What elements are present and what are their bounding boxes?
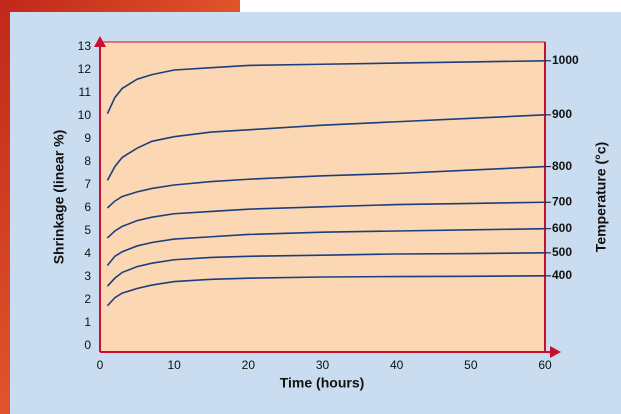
x-tick-label: 40: [390, 358, 404, 372]
y-tick-label: 8: [84, 154, 91, 168]
chart: Time (hours) Shrinkage (linear %) Temper…: [0, 0, 621, 414]
x-axis-title: Time (hours): [280, 375, 365, 391]
y-tick-label: 10: [78, 108, 92, 122]
y-tick-label: 5: [84, 223, 91, 237]
series-label: 900: [552, 107, 572, 121]
y-tick-label: 7: [84, 177, 91, 191]
series-label: 800: [552, 159, 572, 173]
series-label: 600: [552, 221, 572, 235]
y-tick-label: 13: [78, 39, 92, 53]
x-tick-label: 50: [464, 358, 478, 372]
series-label: 700: [552, 194, 572, 208]
x-tick-label: 0: [97, 358, 104, 372]
series-label: 400: [552, 268, 572, 282]
y-tick-label: 6: [84, 200, 91, 214]
y-tick-label: 11: [79, 85, 92, 99]
x-tick-label: 60: [538, 358, 552, 372]
x-tick-label: 10: [167, 358, 181, 372]
plot-area: [100, 42, 545, 352]
y-tick-label: 3: [84, 269, 91, 283]
series-label: 1000: [552, 53, 579, 67]
x-tick-label: 20: [242, 358, 256, 372]
y-tick-label: 0: [84, 338, 91, 352]
y-tick-label: 2: [84, 292, 91, 306]
y-tick-label: 4: [84, 246, 91, 260]
y2-axis-title: Temperature (°c): [593, 142, 609, 252]
series-label: 500: [552, 245, 572, 259]
page: Time (hours) Shrinkage (linear %) Temper…: [0, 0, 621, 414]
y-tick-label: 1: [84, 315, 91, 329]
y-axis-title: Shrinkage (linear %): [51, 130, 67, 265]
x-tick-label: 30: [316, 358, 330, 372]
y-tick-label: 9: [84, 131, 91, 145]
y-tick-label: 12: [78, 62, 92, 76]
